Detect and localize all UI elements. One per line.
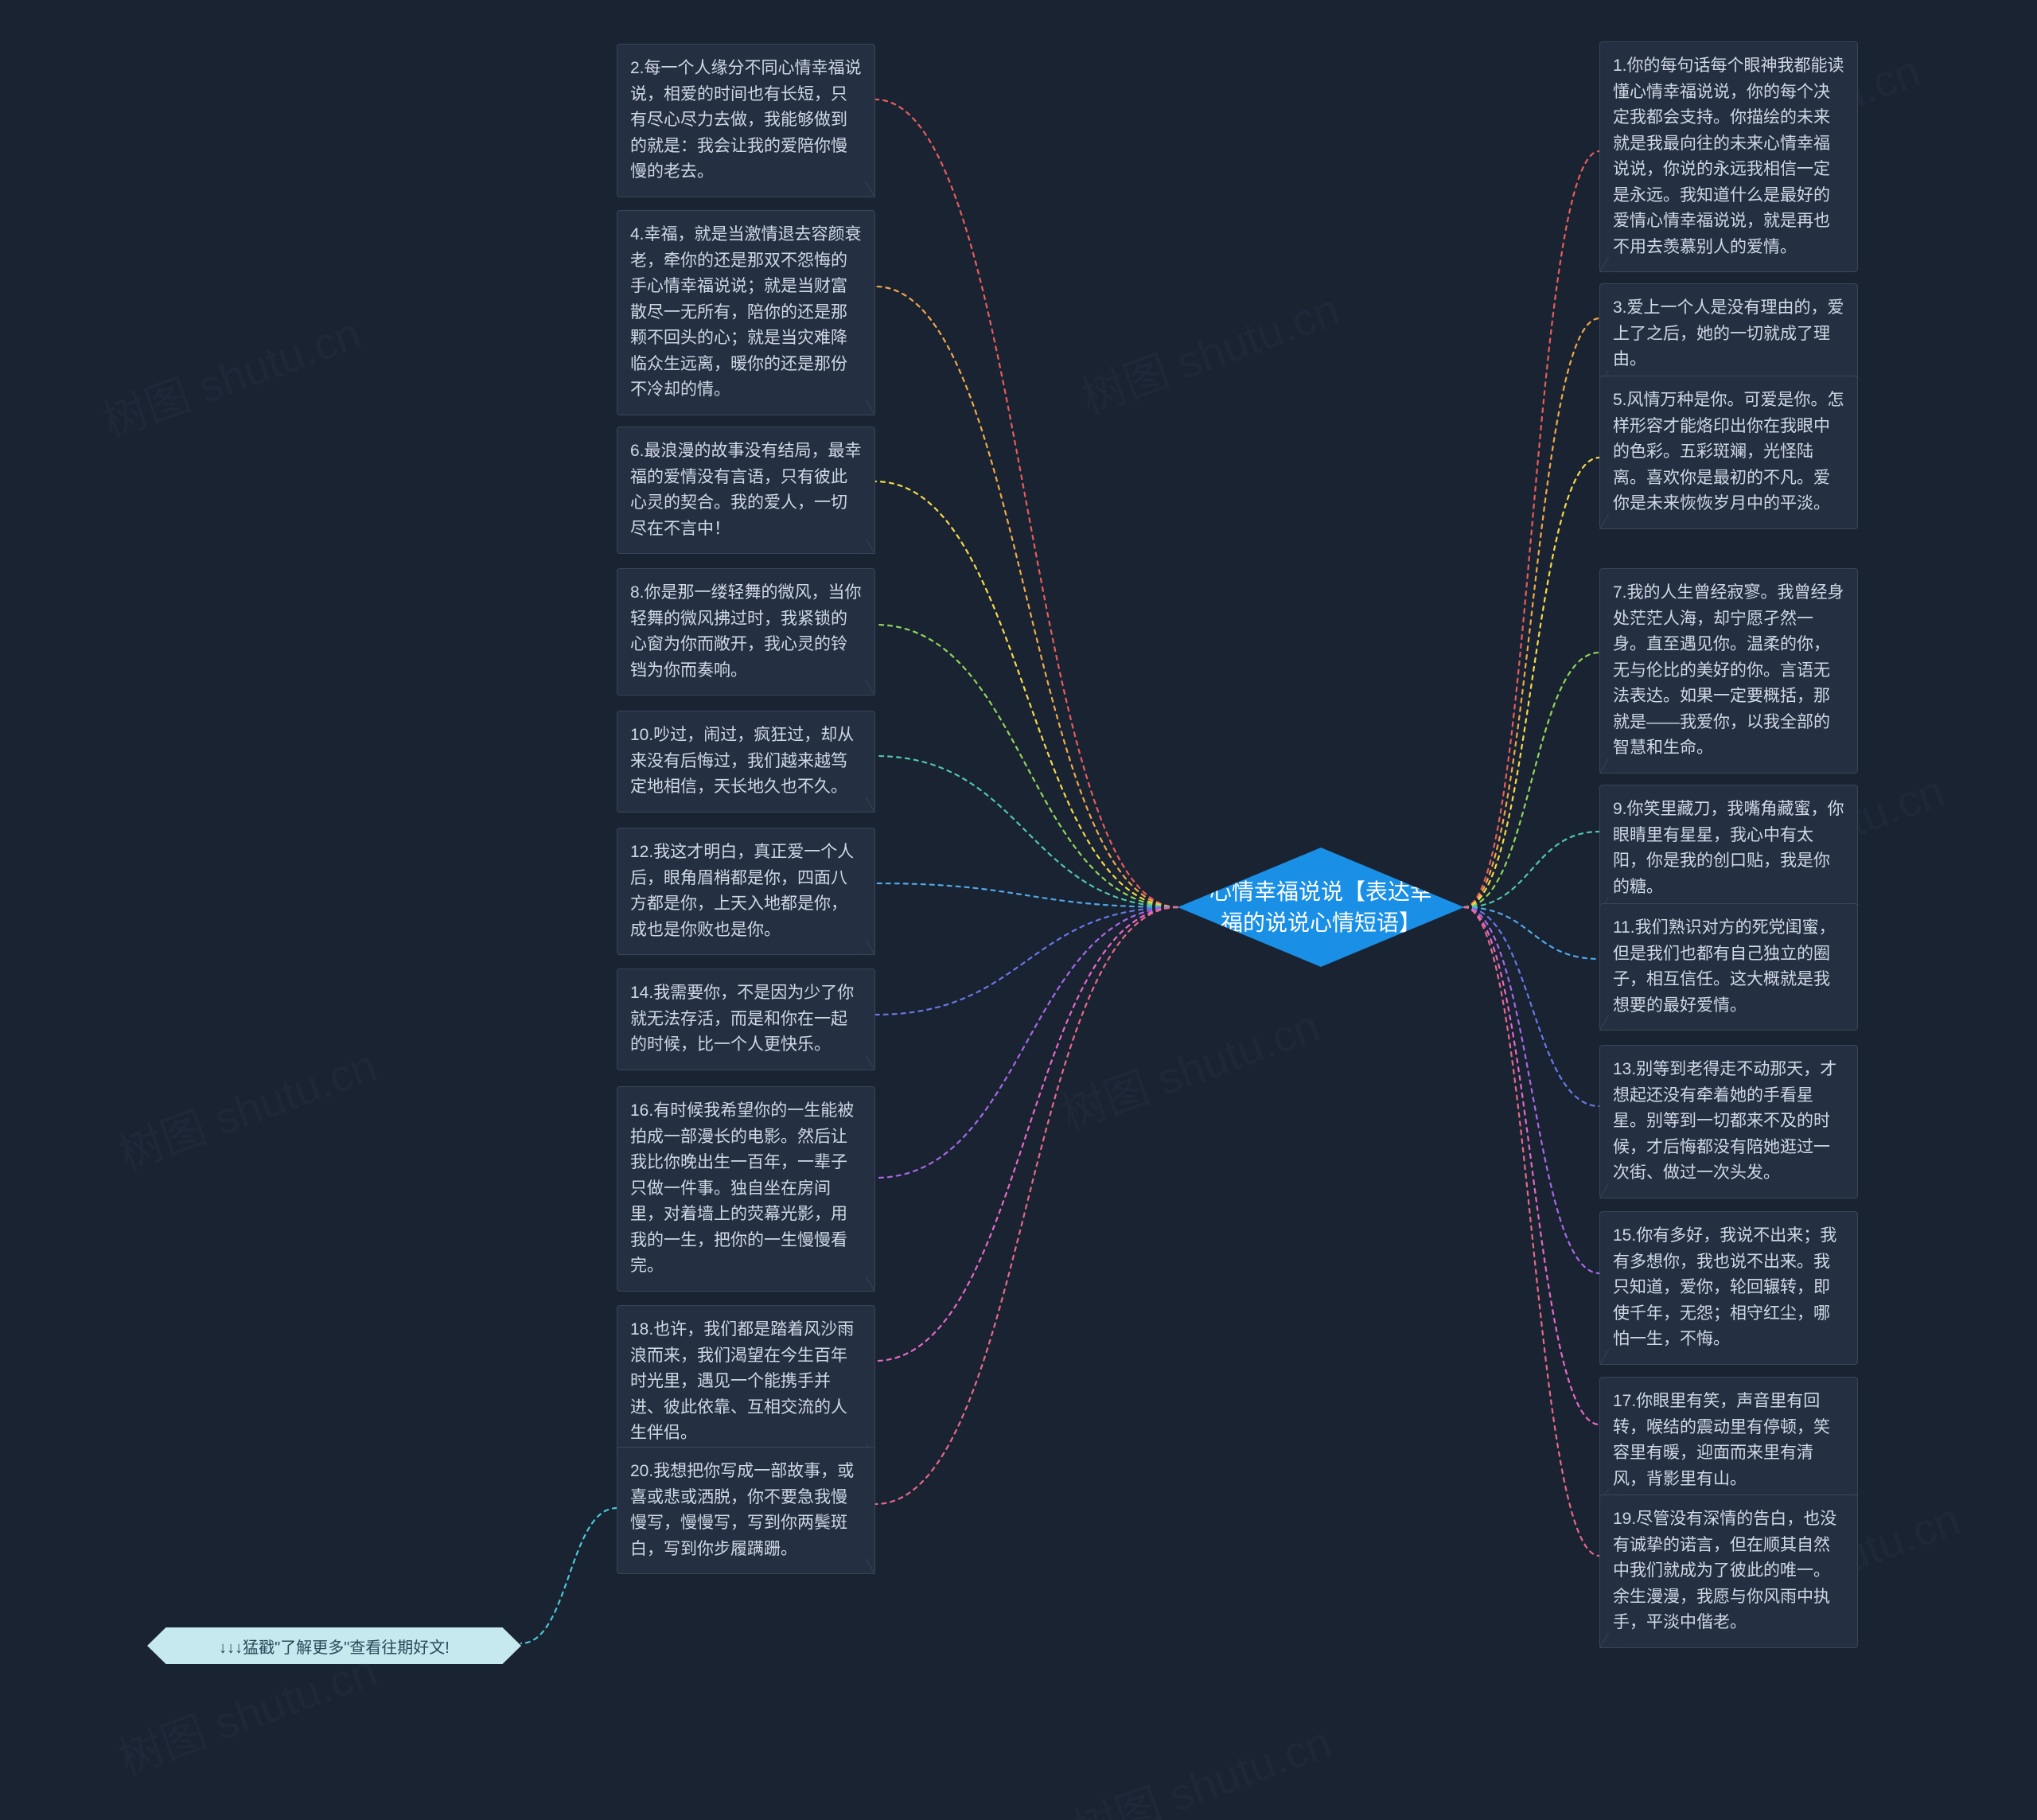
left-node[interactable]: 12.我这才明白，真正爱一个人后，眼角眉梢都是你，四面八方都是你，上天入地都是你… bbox=[617, 828, 875, 955]
watermark: 树图 shutu.cn bbox=[108, 1030, 384, 1183]
node-text: 13.别等到老得走不动那天，才想起还没有牵着她的手看星星。别等到一切都来不及的时… bbox=[1613, 1057, 1844, 1187]
node-text: 12.我这才明白，真正爱一个人后，眼角眉梢都是你，四面八方都是你，上天入地都是你… bbox=[630, 840, 862, 943]
node-text: 15.你有多好，我说不出来；我有多想你，我也说不出来。我只知道，爱你，轮回辗转，… bbox=[1613, 1223, 1844, 1353]
node-text: 4.幸福，就是当激情退去容颜衰老，牵你的还是那双不怨悔的手心情幸福说说；就是当财… bbox=[630, 222, 862, 403]
node-text: 18.也许，我们都是踏着风沙雨浪而来，我们渴望在今生百年时光里，遇见一个能携手并… bbox=[630, 1317, 862, 1447]
watermark: 树图 shutu.cn bbox=[1063, 1706, 1339, 1820]
watermark: 树图 shutu.cn bbox=[92, 298, 368, 450]
watermark: 树图 shutu.cn bbox=[1051, 990, 1327, 1143]
node-text: 10.吵过，闹过，疯狂过，却从来没有后悔过，我们越来越笃定地相信，天长地久也不久… bbox=[630, 723, 862, 801]
node-text: 11.我们熟识对方的死党闺蜜，但是我们也都有自己独立的圈子，相互信任。这大概就是… bbox=[1613, 915, 1844, 1019]
node-text: 8.你是那一缕轻舞的微风，当你轻舞的微风拂过时，我紧锁的心窗为你而敞开，我心灵的… bbox=[630, 580, 862, 684]
node-text: 3.爱上一个人是没有理由的，爱上了之后，她的一切就成了理由。 bbox=[1613, 295, 1844, 373]
right-node[interactable]: 5.风情万种是你。可爱是你。怎样形容才能烙印出你在我眼中的色彩。五彩斑斓，光怪陆… bbox=[1599, 376, 1858, 529]
right-node[interactable]: 15.你有多好，我说不出来；我有多想你，我也说不出来。我只知道，爱你，轮回辗转，… bbox=[1599, 1211, 1858, 1365]
left-node[interactable]: 10.吵过，闹过，疯狂过，却从来没有后悔过，我们越来越笃定地相信，天长地久也不久… bbox=[617, 711, 875, 813]
left-node[interactable]: 16.有时候我希望你的一生能被拍成一部漫长的电影。然后让我比你晚出生一百年，一辈… bbox=[617, 1086, 875, 1292]
left-node[interactable]: 6.最浪漫的故事没有结局，最幸福的爱情没有言语，只有彼此心灵的契合。我的爱人，一… bbox=[617, 427, 875, 554]
left-node[interactable]: 4.幸福，就是当激情退去容颜衰老，牵你的还是那双不怨悔的手心情幸福说说；就是当财… bbox=[617, 210, 875, 415]
right-node[interactable]: 13.别等到老得走不动那天，才想起还没有牵着她的手看星星。别等到一切都来不及的时… bbox=[1599, 1045, 1858, 1198]
left-node[interactable]: 20.我想把你写成一部故事，或喜或悲或洒脱，你不要急我慢慢写，慢慢写，写到你两鬓… bbox=[617, 1447, 875, 1574]
left-node[interactable]: 2.每一个人缘分不同心情幸福说说，相爱的时间也有长短，只有尽心尽力去做，我能够做… bbox=[617, 44, 875, 197]
node-text: 17.你眼里有笑，声音里有回转，喉结的震动里有停顿，笑容里有暖，迎面而来里有清风… bbox=[1613, 1389, 1844, 1492]
right-node[interactable]: 7.我的人生曾经寂寥。我曾经身处茫茫人海，却宁愿孑然一身。直至遇见你。温柔的你，… bbox=[1599, 568, 1858, 774]
right-node[interactable]: 1.你的每句话每个眼神我都能读懂心情幸福说说，你的每个决定我都会支持。你描绘的未… bbox=[1599, 41, 1858, 272]
node-text: 6.最浪漫的故事没有结局，最幸福的爱情没有言语，只有彼此心灵的契合。我的爱人，一… bbox=[630, 438, 862, 542]
node-text: 7.我的人生曾经寂寥。我曾经身处茫茫人海，却宁愿孑然一身。直至遇见你。温柔的你，… bbox=[1613, 580, 1844, 762]
right-node[interactable]: 19.尽管没有深情的告白，也没有诚挚的诺言，但在顺其自然中我们就成为了彼此的唯一… bbox=[1599, 1495, 1858, 1648]
center-node-label: 心情幸福说说【表达幸福的说说心情短语】 bbox=[1178, 876, 1464, 938]
node-text: 19.尽管没有深情的告白，也没有诚挚的诺言，但在顺其自然中我们就成为了彼此的唯一… bbox=[1613, 1506, 1844, 1636]
node-text: 20.我想把你写成一部故事，或喜或悲或洒脱，你不要急我慢慢写，慢慢写，写到你两鬓… bbox=[630, 1459, 862, 1562]
right-node[interactable]: 9.你笑里藏刀，我嘴角藏蜜，你眼睛里有星星，我心中有太阳，你是我的创口贴，我是你… bbox=[1599, 785, 1858, 912]
right-node[interactable]: 11.我们熟识对方的死党闺蜜，但是我们也都有自己独立的圈子，相互信任。这大概就是… bbox=[1599, 903, 1858, 1031]
node-text: 1.你的每句话每个眼神我都能读懂心情幸福说说，你的每个决定我都会支持。你描绘的未… bbox=[1613, 53, 1844, 260]
node-text: 9.你笑里藏刀，我嘴角藏蜜，你眼睛里有星星，我心中有太阳，你是我的创口贴，我是你… bbox=[1613, 797, 1844, 900]
node-text: 5.风情万种是你。可爱是你。怎样形容才能烙印出你在我眼中的色彩。五彩斑斓，光怪陆… bbox=[1613, 388, 1844, 517]
watermark: 树图 shutu.cn bbox=[1071, 274, 1347, 427]
secondary-node[interactable]: ↓↓↓猛戳"了解更多"查看往期好文! bbox=[147, 1627, 521, 1664]
node-text: 14.我需要你，不是因为少了你就无法存活，而是和你在一起的时候，比一个人更快乐。 bbox=[630, 980, 862, 1058]
mindmap-canvas: 心情幸福说说【表达幸福的说说心情短语】 ↓↓↓猛戳"了解更多"查看往期好文! 树… bbox=[0, 0, 2037, 1820]
secondary-node-label: ↓↓↓猛戳"了解更多"查看往期好文! bbox=[219, 1635, 450, 1658]
left-node[interactable]: 18.也许，我们都是踏着风沙雨浪而来，我们渴望在今生百年时光里，遇见一个能携手并… bbox=[617, 1305, 875, 1459]
node-text: 16.有时候我希望你的一生能被拍成一部漫长的电影。然后让我比你晚出生一百年，一辈… bbox=[630, 1098, 862, 1280]
center-node[interactable]: 心情幸福说说【表达幸福的说说心情短语】 bbox=[1178, 848, 1464, 967]
right-node[interactable]: 3.爱上一个人是没有理由的，爱上了之后，她的一切就成了理由。 bbox=[1599, 283, 1858, 385]
right-node[interactable]: 17.你眼里有笑，声音里有回转，喉结的震动里有停顿，笑容里有暖，迎面而来里有清风… bbox=[1599, 1377, 1858, 1504]
left-node[interactable]: 8.你是那一缕轻舞的微风，当你轻舞的微风拂过时，我紧锁的心窗为你而敞开，我心灵的… bbox=[617, 568, 875, 696]
node-text: 2.每一个人缘分不同心情幸福说说，相爱的时间也有长短，只有尽心尽力去做，我能够做… bbox=[630, 56, 862, 185]
left-node[interactable]: 14.我需要你，不是因为少了你就无法存活，而是和你在一起的时候，比一个人更快乐。 bbox=[617, 968, 875, 1070]
